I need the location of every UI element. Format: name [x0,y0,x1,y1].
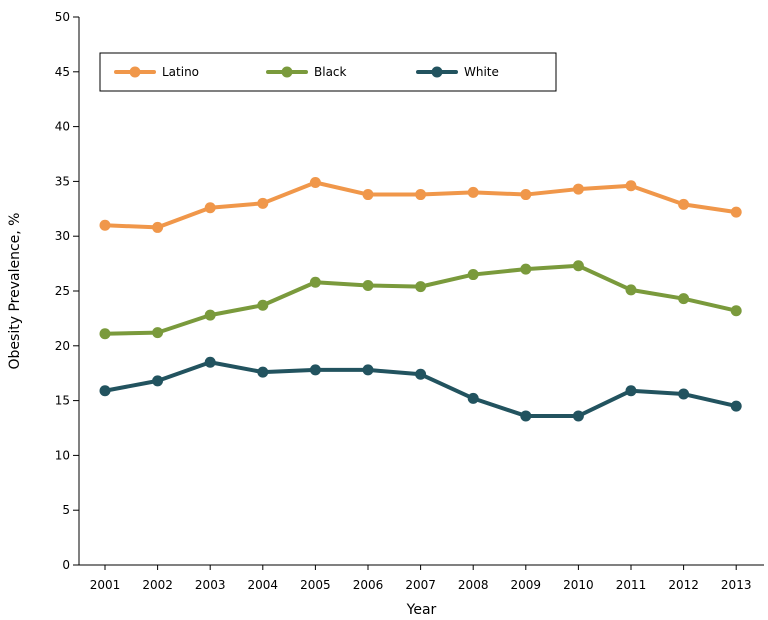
x-tick-label: 2011 [616,578,647,592]
legend-label-latino: Latino [162,65,199,79]
x-tick-label: 2010 [563,578,594,592]
legend: Latino Black White [99,52,557,92]
data-point-latino [520,189,532,201]
data-point-latino [309,176,321,188]
data-point-white [99,385,111,397]
y-axis: 0 5 10 15 20 25 30 35 40 45 50 [55,10,80,572]
x-tick-label: 2008 [458,578,489,592]
x-tick-label: 2009 [511,578,542,592]
x-tick-label: 2006 [353,578,384,592]
data-point-white [309,364,321,376]
data-point-black [99,328,111,340]
x-tick-label: 2001 [90,578,121,592]
data-point-latino [730,206,742,218]
data-point-black [520,263,532,275]
y-tick-label: 15 [55,394,70,408]
y-tick-label: 20 [55,339,70,353]
data-point-latino [625,180,637,192]
data-point-white [152,375,164,387]
y-tick-label: 25 [55,284,70,298]
series-lines [99,176,742,422]
y-tick-label: 5 [62,503,70,517]
data-point-latino [415,189,427,201]
data-point-white [520,410,532,422]
data-point-latino [99,219,111,231]
x-tick-label: 2004 [248,578,279,592]
legend-label-black: Black [314,65,347,79]
data-point-latino [257,197,269,209]
data-point-latino [362,189,374,201]
data-point-black [625,284,637,296]
data-point-black [730,305,742,317]
legend-marker-latino [129,66,141,78]
x-tick-label: 2002 [142,578,173,592]
data-point-black [204,309,216,321]
data-point-black [309,276,321,288]
data-point-white [467,392,479,404]
data-point-black [467,269,479,281]
data-point-white [678,388,690,400]
x-tick-label: 2007 [405,578,436,592]
data-point-black [152,327,164,339]
x-tick-label: 2013 [721,578,752,592]
legend-marker-black [281,66,293,78]
x-tick-label: 2003 [195,578,226,592]
legend-label-white: White [464,65,499,79]
y-tick-label: 40 [55,120,70,134]
y-tick-label: 35 [55,174,70,188]
x-axis: 2001 2002 2003 2004 2005 2006 2007 2008 2009 2010… [79,564,764,592]
legend-box [99,52,557,92]
data-point-latino [204,202,216,214]
y-tick-label: 10 [55,448,70,462]
data-point-latino [152,221,164,233]
data-point-black [362,280,374,292]
y-tick-label: 50 [55,10,70,24]
data-point-black [678,293,690,305]
data-point-white [415,368,427,380]
x-axis-title: Year [406,602,437,618]
data-point-white [572,410,584,422]
x-tick-label: 2012 [668,578,699,592]
y-tick-label: 0 [62,558,70,572]
data-point-latino [572,183,584,195]
series-line-black [103,263,739,336]
data-point-latino [678,198,690,210]
data-point-latino [467,186,479,198]
data-point-black [415,281,427,293]
data-point-white [204,356,216,368]
y-tick-label: 30 [55,229,70,243]
y-axis-title: Obesity Prevalence, % [7,213,23,370]
data-point-white [362,364,374,376]
data-point-white [730,400,742,412]
data-point-black [257,299,269,311]
data-point-black [572,260,584,272]
y-tick-label: 45 [55,65,70,79]
data-point-white [625,385,637,397]
legend-marker-white [431,66,443,78]
x-tick-label: 2005 [300,578,331,592]
data-point-white [257,366,269,378]
